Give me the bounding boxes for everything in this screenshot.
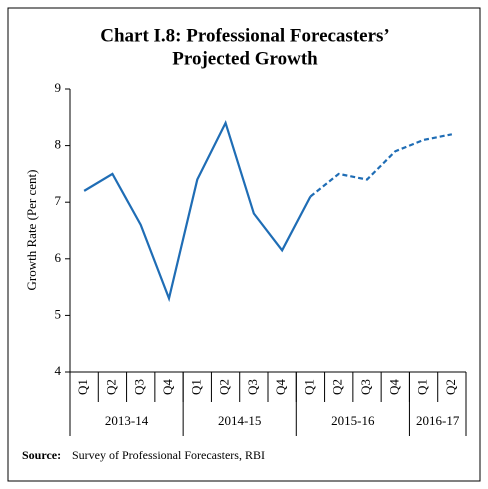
x-tick-label: Q4: [160, 379, 175, 395]
x-tick-label: Q1: [415, 379, 430, 395]
x-tick-label: Q3: [358, 379, 373, 395]
x-tick-label: Q1: [75, 379, 90, 395]
y-tick-label: 6: [55, 250, 62, 265]
x-tick-label: Q2: [103, 379, 118, 395]
group-label: 2013-14: [105, 413, 149, 428]
source: Survey of Professional Forecasters, RBI: [72, 448, 265, 462]
line: [309, 133, 453, 198]
y-tick-label: 7: [55, 193, 62, 208]
x-tick-label: Q2: [330, 379, 345, 395]
chart-title: Chart I.8: Professional Forecasters’: [100, 25, 390, 46]
x-tick-label: Q2: [443, 379, 458, 395]
x-tick-label: Q4: [386, 379, 401, 395]
x-tick-label: Q3: [132, 379, 147, 395]
line: [83, 120, 312, 303]
y-tick-label: 8: [55, 137, 62, 152]
y-axis-label: Growth Rate (Per cent): [24, 170, 39, 291]
group-label: 2016-17: [416, 413, 460, 428]
source-label: Source:: [22, 448, 61, 462]
x-tick-label: Q2: [217, 379, 232, 395]
x-tick-label: Q4: [273, 379, 288, 395]
chart-subtitle: Projected Growth: [172, 48, 318, 69]
y-tick-label: 4: [55, 363, 62, 378]
x-tick-label: Q3: [245, 379, 260, 395]
frame: [7, 7, 481, 482]
x-tick-label: Q1: [301, 379, 316, 395]
y-tick-label: 5: [55, 306, 62, 321]
group-label: 2015-16: [331, 413, 375, 428]
x-tick-label: Q1: [188, 379, 203, 395]
y-tick-label: 9: [55, 80, 62, 95]
group-label: 2014-15: [218, 413, 261, 428]
